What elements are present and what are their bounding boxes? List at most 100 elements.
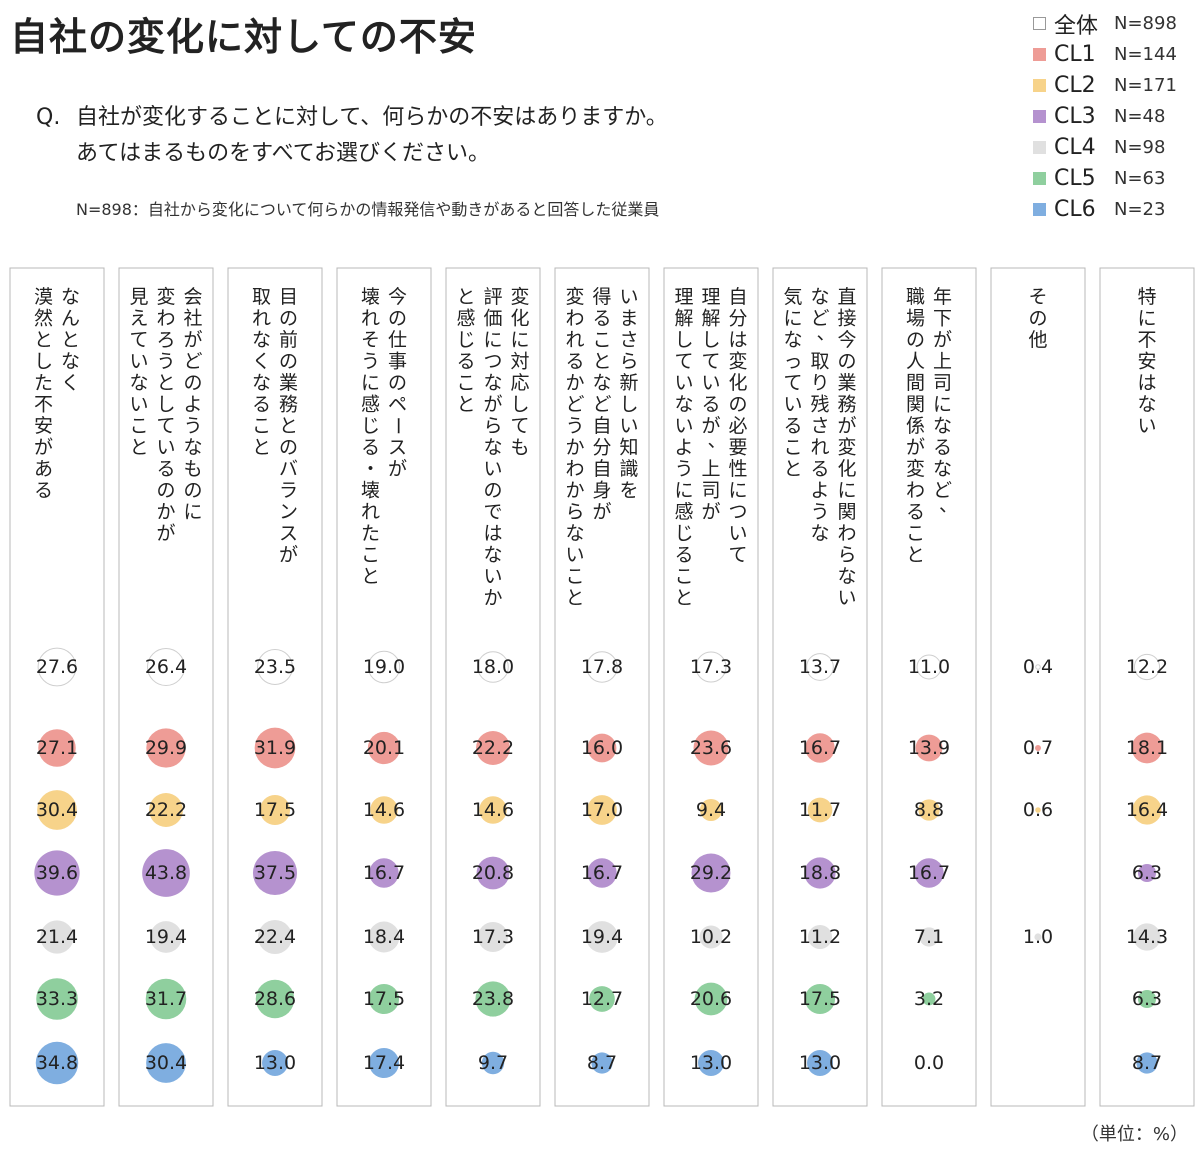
value-label: 16.7 xyxy=(363,862,405,884)
category-label-char: な xyxy=(483,372,502,394)
category-label-char: い xyxy=(674,415,693,437)
category-label-char: ろ xyxy=(156,329,175,351)
category-label-char: わ xyxy=(837,522,856,544)
value-label: 31.7 xyxy=(145,988,187,1010)
category-label-char: が xyxy=(592,501,611,523)
category-label-char: 今 xyxy=(837,329,856,351)
legend-item: CL2 N=171 xyxy=(1033,70,1177,101)
category-label-char: が xyxy=(388,458,407,480)
question-text: Q. 自社が変化することに対して、何らかの不安はありますか。 あてはまるものをすべ… xyxy=(36,100,668,172)
value-label: 11.2 xyxy=(799,926,841,948)
value-bubble xyxy=(149,793,183,827)
category-label-char: な xyxy=(61,350,80,372)
value-label: 0.7 xyxy=(1023,737,1053,759)
value-label: 10.2 xyxy=(690,926,732,948)
category-label-char: な xyxy=(1137,393,1156,415)
category-label-char: 会 xyxy=(183,286,202,308)
value-label: 17.5 xyxy=(254,799,296,821)
value-label: 19.0 xyxy=(363,656,405,678)
category-label-char: い xyxy=(129,350,148,372)
value-label: 7.1 xyxy=(914,926,944,948)
value-label: 20.1 xyxy=(363,737,405,759)
category-label-char: れ xyxy=(361,501,380,523)
category-label-char: が xyxy=(701,415,720,437)
value-label: 18.4 xyxy=(363,926,405,948)
legend-item: CL6 N=23 xyxy=(1033,194,1177,225)
category-label-char: 事 xyxy=(388,350,407,372)
category-label-char: 理 xyxy=(674,286,693,308)
value-label: 13.0 xyxy=(254,1052,296,1074)
category-label-char: 壊 xyxy=(361,286,380,308)
category-column xyxy=(990,267,1086,1107)
category-label-char: な xyxy=(933,415,952,437)
category-label-char: の xyxy=(183,479,202,501)
value-bubble xyxy=(1035,664,1041,670)
category-label-char: に xyxy=(483,329,502,351)
category-label-char: 得 xyxy=(592,286,611,308)
category-label-char: 解 xyxy=(701,307,720,329)
value-label: 29.9 xyxy=(145,737,187,759)
value-label: 21.4 xyxy=(36,926,78,948)
category-label-char: 壊 xyxy=(361,479,380,501)
category-label-char: れ xyxy=(810,436,829,458)
category-column xyxy=(336,267,432,1107)
category-label-char: て xyxy=(510,415,529,437)
value-bubble xyxy=(255,979,295,1019)
category-label-char: い xyxy=(483,458,502,480)
category-label-char: そ xyxy=(361,329,380,351)
value-bubble xyxy=(40,920,74,954)
category-label-char: わ xyxy=(906,479,925,501)
category-label-char: れ xyxy=(252,307,271,329)
category-label-char: ど xyxy=(933,479,952,501)
value-bubble xyxy=(1133,923,1161,951)
category-label-char: ス xyxy=(388,436,407,458)
value-label: 16.7 xyxy=(581,862,623,884)
value-label: 17.3 xyxy=(472,926,514,948)
value-bubble xyxy=(915,734,943,762)
category-label-char: ら xyxy=(837,544,856,566)
category-label-char: い xyxy=(619,415,638,437)
category-label-char: あ xyxy=(34,458,53,480)
value-bubble xyxy=(142,849,190,897)
value-label: 26.4 xyxy=(145,656,187,678)
category-label-char: こ xyxy=(252,415,271,437)
category-label-char: 化 xyxy=(837,458,856,480)
value-label: 22.2 xyxy=(472,737,514,759)
value-label: 19.4 xyxy=(145,926,187,948)
category-label-char: 変 xyxy=(156,286,175,308)
category-label-char: な xyxy=(837,565,856,587)
value-bubble xyxy=(1131,732,1163,764)
value-bubble xyxy=(699,798,723,822)
category-label-char: の xyxy=(279,350,298,372)
category-label-char: 前 xyxy=(279,329,298,351)
category-label-char: し xyxy=(619,393,638,415)
category-label-char: つ xyxy=(728,501,747,523)
value-bubble xyxy=(693,730,729,766)
value-label: 17.0 xyxy=(581,799,623,821)
category-label-char: じ xyxy=(674,522,693,544)
category-label-char: し xyxy=(510,393,529,415)
category-label-char: か xyxy=(483,587,502,609)
value-label: 20.8 xyxy=(472,862,514,884)
category-label-char: う xyxy=(156,350,175,372)
category-label-char: 変 xyxy=(510,286,529,308)
category-label-char: 然 xyxy=(34,307,53,329)
category-label-char: 見 xyxy=(129,286,148,308)
legend-name: 全体 xyxy=(1054,13,1099,39)
category-label-char: の xyxy=(906,329,925,351)
category-label-char: の xyxy=(483,479,502,501)
category-label-char: と xyxy=(456,393,475,415)
value-bubble xyxy=(1136,1052,1158,1074)
legend-swatch xyxy=(1033,17,1046,30)
category-column xyxy=(445,267,541,1107)
category-label-char: か xyxy=(565,479,584,501)
category-label-char: う xyxy=(810,501,829,523)
category-label-char: 間 xyxy=(906,372,925,394)
legend-name: CL3 xyxy=(1054,104,1096,129)
value-bubble xyxy=(262,1050,288,1076)
value-label: 11.0 xyxy=(908,656,950,678)
legend-swatch xyxy=(1033,110,1046,123)
category-label-char: 今 xyxy=(388,286,407,308)
value-bubble xyxy=(587,858,617,888)
